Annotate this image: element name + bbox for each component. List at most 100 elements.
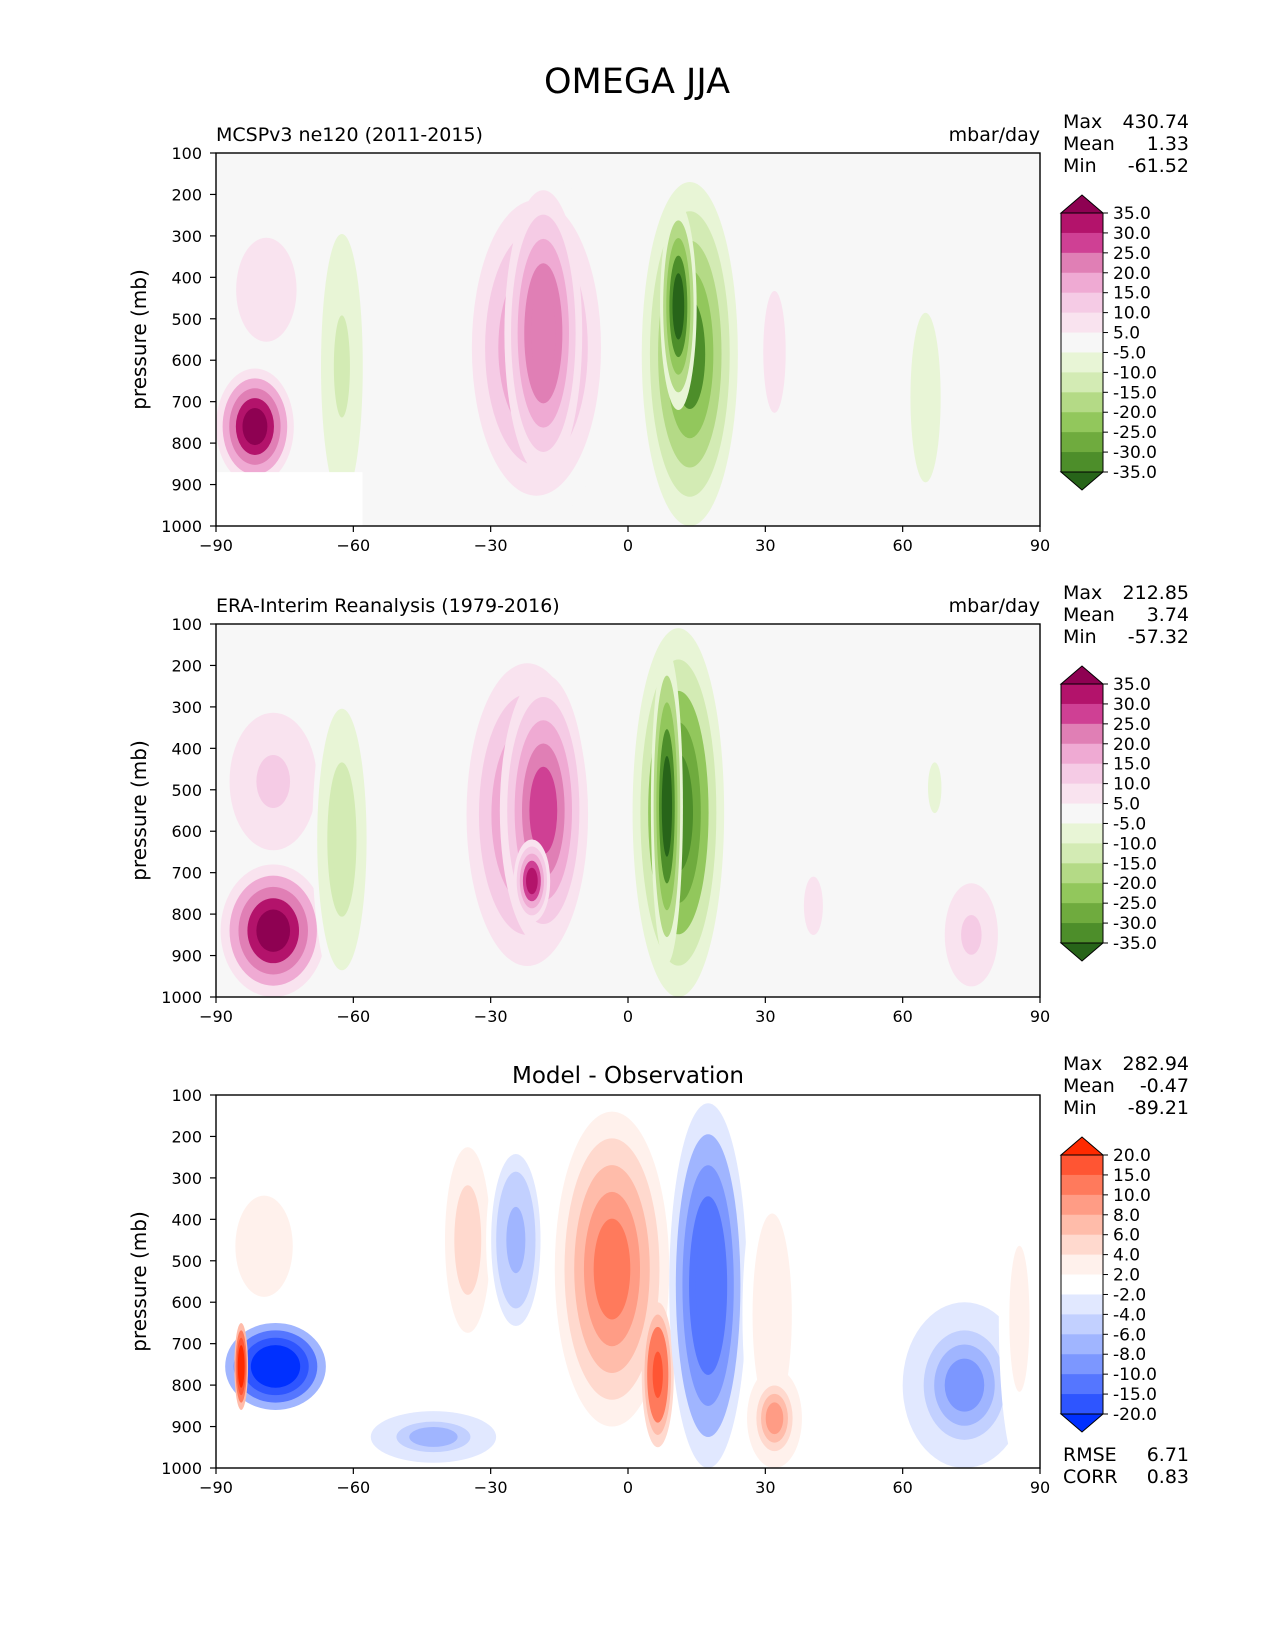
- colorbar-label: 5.0: [1113, 795, 1140, 815]
- x-tick-label: 90: [1030, 1478, 1050, 1497]
- y-axis-label: pressure (mb): [127, 1211, 151, 1352]
- x-tick-label: −60: [336, 536, 370, 555]
- stat-value: -57.32: [1128, 626, 1189, 648]
- y-tick-label: 900: [171, 476, 202, 495]
- colorbar-label: 2.0: [1113, 1266, 1140, 1286]
- stat-label: Mean: [1063, 1075, 1115, 1097]
- x-tick-label: 0: [623, 1007, 633, 1026]
- x-tick-label: −90: [199, 1007, 233, 1026]
- contour-level: [238, 1352, 244, 1381]
- stat-value: 212.85: [1123, 582, 1189, 604]
- y-tick-label: 1000: [161, 517, 202, 536]
- colorbar-segment: [1061, 1214, 1103, 1236]
- colorbar: 35.030.025.020.015.010.05.0-5.0-10.0-15.…: [1059, 194, 1157, 491]
- contour-level: [661, 755, 673, 857]
- colorbar-segment: [1061, 352, 1103, 373]
- colorbar-extend-top: [1059, 1136, 1105, 1156]
- y-tick-label: 400: [171, 1210, 202, 1229]
- y-tick-label: 600: [171, 1293, 202, 1312]
- colorbar-label: -20.0: [1113, 1405, 1157, 1425]
- contour-level: [767, 312, 782, 392]
- contour-level: [918, 356, 933, 439]
- colorbar-segment: [1061, 1194, 1103, 1216]
- contour-level: [242, 407, 268, 446]
- x-tick-label: −90: [199, 536, 233, 555]
- stat-label: Min: [1063, 626, 1097, 648]
- colorbar-label: 30.0: [1113, 695, 1151, 715]
- y-tick-label: 700: [171, 393, 202, 412]
- colorbar-label: -2.0: [1113, 1285, 1146, 1305]
- contour-level: [526, 867, 538, 895]
- x-tick-label: −30: [474, 1478, 508, 1497]
- colorbar-extend-top: [1059, 665, 1105, 685]
- contour-field: [216, 1103, 1040, 1468]
- colorbar-segment: [1061, 1234, 1103, 1256]
- y-tick-label: 400: [171, 268, 202, 287]
- colorbar-label: -4.0: [1113, 1305, 1146, 1325]
- colorbar-label: -20.0: [1113, 403, 1157, 423]
- x-tick-label: −30: [474, 1007, 508, 1026]
- colorbar-extend-top: [1059, 194, 1105, 214]
- contour-level: [762, 1265, 782, 1364]
- y-tick-label: 1000: [161, 988, 202, 1007]
- colorbar-segment: [1061, 1274, 1103, 1295]
- colorbar-segment: [1061, 783, 1103, 805]
- colorbar-extend-bottom: [1059, 942, 1105, 962]
- contour-level: [765, 1402, 784, 1435]
- colorbar-label: 8.0: [1113, 1206, 1140, 1226]
- contour-level: [1012, 1271, 1026, 1367]
- colorbar-label: 4.0: [1113, 1246, 1140, 1266]
- y-tick-label: 200: [171, 185, 202, 204]
- colorbar-label: -20.0: [1113, 874, 1157, 894]
- y-tick-label: 200: [171, 1127, 202, 1146]
- contour-level: [530, 287, 556, 380]
- colorbar-label: 10.0: [1113, 1186, 1151, 1206]
- colorbar-segment: [1061, 723, 1103, 745]
- contour-level: [409, 1426, 458, 1447]
- panel-title: MCSPv3 ne120 (2011-2015): [216, 124, 483, 146]
- colorbar-label: 15.0: [1113, 284, 1151, 304]
- colorbar-label: 5.0: [1113, 324, 1140, 344]
- x-tick-label: −30: [474, 536, 508, 555]
- y-tick-label: 300: [171, 227, 202, 246]
- contour-level: [458, 1204, 477, 1276]
- contour-level: [803, 876, 823, 935]
- colorbar-segment: [1061, 232, 1103, 254]
- colorbar-segment: [1061, 803, 1103, 824]
- contour-level: [250, 1221, 278, 1271]
- stat-label: CORR: [1063, 1466, 1118, 1488]
- contour-level: [251, 264, 282, 315]
- colorbar-label: -8.0: [1113, 1345, 1146, 1365]
- stat-label: Min: [1063, 1097, 1097, 1119]
- contour-level: [930, 771, 940, 805]
- colorbar-segment: [1061, 332, 1103, 353]
- colorbar-segment: [1061, 923, 1103, 944]
- colorbar-frame: [1060, 683, 1104, 944]
- colorbar-segment: [1061, 1155, 1103, 1176]
- x-tick-label: 90: [1030, 536, 1050, 555]
- contour-level: [652, 1351, 663, 1398]
- colorbar-segment: [1061, 684, 1103, 705]
- colorbar-segment: [1061, 883, 1103, 904]
- colorbar-segment: [1061, 1294, 1103, 1315]
- panel-title: ERA-Interim Reanalysis (1979-2016): [216, 595, 560, 617]
- contour-level: [256, 754, 291, 809]
- colorbar-segment: [1061, 1314, 1103, 1335]
- contour-level: [672, 273, 685, 340]
- colorbar-segment: [1061, 1174, 1103, 1196]
- stat-value: 430.74: [1123, 111, 1189, 133]
- x-tick-label: 30: [755, 1478, 775, 1497]
- y-tick-label: 600: [171, 822, 202, 841]
- stat-label: Mean: [1063, 604, 1115, 626]
- colorbar-segment: [1061, 412, 1103, 433]
- stat-value: 1.33: [1147, 133, 1189, 155]
- colorbar-label: -30.0: [1113, 914, 1157, 934]
- colorbar-label: 10.0: [1113, 775, 1151, 795]
- x-tick-label: −60: [336, 1007, 370, 1026]
- colorbar-label: -10.0: [1113, 834, 1157, 854]
- contour-field: [220, 628, 1004, 997]
- x-tick-label: 60: [892, 536, 912, 555]
- colorbar-label: 20.0: [1113, 1146, 1151, 1166]
